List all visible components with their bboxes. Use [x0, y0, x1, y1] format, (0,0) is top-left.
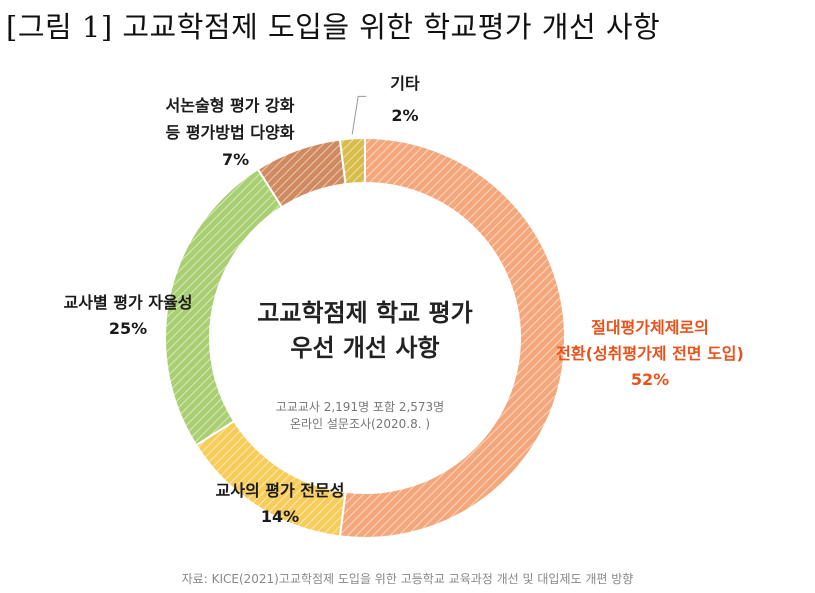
label-absolute-eval: 절대평가체제로의 전환(성취평가제 전면 도입) 52%	[515, 315, 785, 393]
center-title-line1: 고교학점제 학교 평가	[257, 299, 473, 327]
value-label-eval-methods: 7%	[222, 150, 250, 169]
center-title-line2: 우선 개선 사항	[290, 334, 440, 362]
label-teacher-expertise-line1: 교사의 평가 전문성	[215, 481, 345, 500]
label-eval-methods-line1: 서논술형 평가 강화	[165, 96, 295, 115]
label-absolute-eval-line2: 전환(성취평가제 전면 도입)	[556, 344, 744, 363]
center-note-line1: 고교교사 2,191명 포함 2,573명	[275, 400, 445, 414]
value-label-absolute-eval: 52%	[630, 370, 670, 389]
label-teacher-autonomy-line1: 교사별 평가 자율성	[63, 293, 193, 312]
label-other-line1: 기타	[390, 74, 420, 93]
leader-line-other	[351, 95, 367, 135]
source-note: 자료: KICE(2021)고교학점제 도입을 위한 고등학교 교육과정 개선 …	[181, 572, 634, 586]
value-label-teacher-expertise: 14%	[260, 507, 300, 526]
label-teacher-expertise: 교사의 평가 전문성 14%	[180, 478, 380, 530]
center-note-line2: 온라인 설문조사(2020.8. )	[289, 417, 431, 431]
label-teacher-autonomy: 교사별 평가 자율성 25%	[28, 290, 228, 342]
slice-other	[338, 136, 366, 186]
label-eval-methods: 서논술형 평가 강화 등 평가방법 다양화 7%	[130, 92, 330, 173]
slice-absolute-eval	[338, 136, 566, 539]
label-other: 기타 2%	[365, 68, 445, 132]
center-note: 고교교사 2,191명 포함 2,573명 온라인 설문조사(2020.8. )	[230, 399, 490, 433]
label-eval-methods-line2: 등 평가방법 다양화	[165, 123, 295, 142]
value-label-teacher-autonomy: 25%	[108, 319, 148, 338]
center-title: 고교학점제 학교 평가 우선 개선 사항	[200, 296, 530, 366]
label-absolute-eval-line1: 절대평가체제로의	[591, 318, 709, 337]
figure-title: [그림 1] 고교학점제 도입을 위한 학교평가 개선 사항	[6, 10, 661, 44]
value-label-other: 2%	[391, 106, 419, 125]
